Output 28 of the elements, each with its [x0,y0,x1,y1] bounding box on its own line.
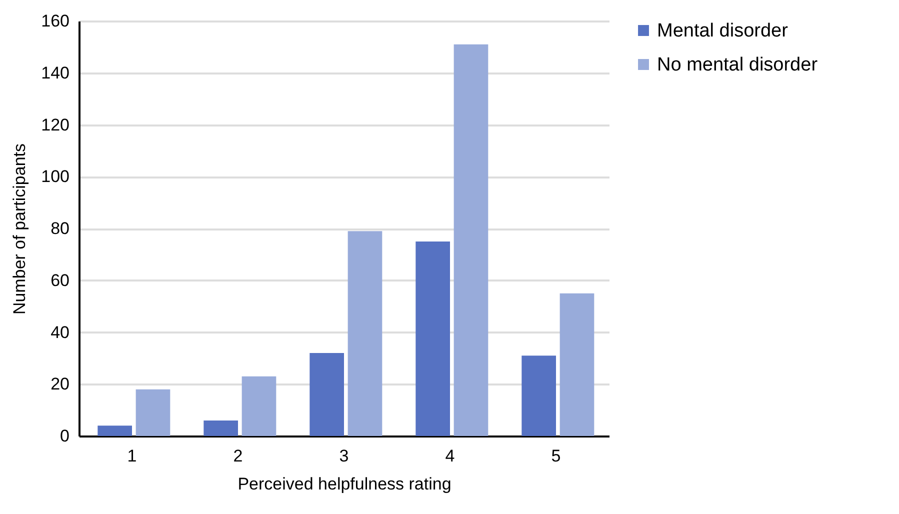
bar [348,231,382,436]
y-tick-label: 160 [41,12,70,30]
bar [98,426,132,436]
bar [310,353,344,436]
x-tick-label: 4 [445,446,455,466]
y-tick-label: 40 [50,322,70,342]
bar [522,356,556,436]
x-tick-label: 5 [551,446,561,466]
bar [242,376,276,436]
y-tick-label: 80 [50,219,70,238]
legend-label: No mental disorder [657,54,818,76]
legend-label: Mental disorder [657,20,789,42]
x-tick-label: 2 [233,446,243,466]
y-tick-label: 20 [50,374,70,394]
y-tick-label: 0 [60,426,70,446]
bar [416,241,450,436]
bar [204,420,238,436]
bar [136,389,170,436]
bar [454,44,488,436]
x-tick-label: 3 [339,446,349,466]
y-axis-title: Number of participants [10,143,30,315]
x-tick-label: 1 [127,446,137,466]
y-tick-label: 100 [41,167,70,186]
bar [560,293,594,436]
y-tick-label: 60 [50,270,70,290]
y-tick-label: 140 [41,63,70,82]
y-tick-label: 120 [41,115,70,134]
x-axis-title: Perceived helpfulness rating [238,474,452,494]
